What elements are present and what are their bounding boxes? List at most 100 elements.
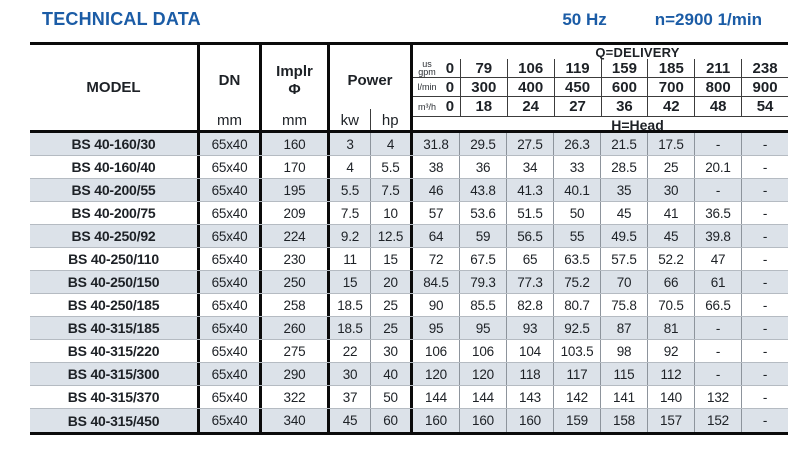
head-value-cell: 158 (601, 409, 648, 432)
dn-cell: 65x40 (200, 271, 262, 293)
head-value-cell: 140 (648, 386, 695, 408)
dn-cell: 65x40 (200, 225, 262, 247)
title-bar: TECHNICAL DATA 50 Hz n=2900 1/min (42, 9, 762, 30)
head-value-cell: - (762, 413, 768, 428)
head-value-cell: 30 (648, 179, 695, 201)
unit-label-cell: l/min 0 (413, 78, 461, 96)
table-row: BS 40-250/150 65x40 250 15 20 84.5 79.3 77… (30, 271, 788, 294)
head-value-cell: - (762, 320, 768, 336)
head-value-cell: 81 (648, 317, 695, 339)
hp-unit-label: hp (369, 109, 411, 130)
table-row: BS 40-250/185 65x40 258 18.5 25 90 85.5 82… (30, 294, 788, 317)
head-value-cell: 152 (695, 409, 742, 432)
head-value-cell: 57 (413, 202, 460, 224)
spec-labels: 50 Hz n=2900 1/min (562, 10, 762, 30)
power-kw-cell: 18.5 (330, 294, 371, 316)
head-value-cell: 87 (601, 317, 648, 339)
head-value-cell: 120 (413, 363, 460, 385)
head-value-cell: - (762, 251, 768, 267)
power-hp-cell: 50 (371, 386, 413, 408)
delivery-value: 900 (752, 78, 778, 96)
delivery-value: 106 (508, 59, 555, 77)
head-value-cell: 57.5 (601, 248, 648, 270)
power-hp-cell: 12.5 (371, 225, 413, 247)
delivery-value: 700 (648, 78, 696, 96)
head-value-cell: 49.5 (601, 225, 648, 247)
dn-cell: 65x40 (200, 179, 262, 201)
table-row: BS 40-160/40 65x40 170 4 5.5 38 36 34 33 28.… (30, 156, 788, 179)
impeller-diameter-cell: 170 (262, 156, 330, 178)
head-row-label: H=Head (611, 117, 664, 133)
dn-cell: 65x40 (200, 363, 262, 385)
dn-cell: 65x40 (200, 340, 262, 362)
delivery-value: 42 (648, 97, 696, 116)
power-hp-cell: 15 (371, 248, 413, 270)
delivery-value: 0 (445, 78, 455, 96)
dn-cell: 65x40 (200, 386, 262, 408)
impeller-diameter-cell: 250 (262, 271, 330, 293)
head-value-cell: 64 (413, 225, 460, 247)
head-value-cell: 43.8 (460, 179, 507, 201)
head-value-cell: 117 (554, 363, 601, 385)
power-hp-cell: 4 (371, 133, 413, 155)
power-header-cell: Power kw hp (330, 45, 413, 130)
delivery-value: 300 (461, 78, 508, 96)
impeller-diameter-cell: 209 (262, 202, 330, 224)
head-value-cell: 66.5 (695, 294, 742, 316)
head-value-cell: 36 (460, 156, 507, 178)
dn-cell: 65x40 (200, 317, 262, 339)
head-value-cell: 90 (413, 294, 460, 316)
table-row: BS 40-315/220 65x40 275 22 30 106 106 104 1… (30, 340, 788, 363)
head-value-cell: - (695, 317, 742, 339)
delivery-unit-row-m3-h: m³/h 0 18 24 27 36 42 48 54 (413, 97, 788, 117)
head-value-cell: 47 (695, 248, 742, 270)
head-value-cell: 39.8 (695, 225, 742, 247)
head-value-cell: 144 (413, 386, 460, 408)
head-value-cell: 120 (460, 363, 507, 385)
impeller-header-label: Implr (276, 62, 313, 80)
head-value-cell: 82.8 (507, 294, 554, 316)
delivery-value: 119 (555, 59, 602, 77)
table-row: BS 40-250/110 65x40 230 11 15 72 67.5 65 63… (30, 248, 788, 271)
dn-cell: 65x40 (200, 202, 262, 224)
power-hp-cell: 5.5 (371, 156, 413, 178)
dn-header-cell: DN mm (200, 45, 262, 130)
dn-cell: 65x40 (200, 133, 262, 155)
impeller-diameter-cell: 322 (262, 386, 330, 408)
head-value-cell: 26.3 (554, 133, 601, 155)
head-value-cell: 77.3 (507, 271, 554, 293)
head-value-cell: 160 (460, 409, 507, 432)
head-value-cell: 55 (554, 225, 601, 247)
power-kw-cell: 30 (330, 363, 371, 385)
power-kw-cell: 5.5 (330, 179, 371, 201)
delivery-value: 211 (695, 59, 743, 77)
delivery-value: 54 (756, 98, 774, 115)
power-kw-cell: 4 (330, 156, 371, 178)
head-value-cell: 75.8 (601, 294, 648, 316)
unit-label-cell: m³/h 0 (413, 97, 461, 116)
head-value-cell: 67.5 (460, 248, 507, 270)
head-value-cell: - (762, 297, 768, 313)
power-hp-cell: 7.5 (371, 179, 413, 201)
head-value-cell: 118 (507, 363, 554, 385)
delivery-value: 600 (602, 78, 649, 96)
dn-header-label: DN (218, 71, 241, 89)
head-value-cell: 106 (413, 340, 460, 362)
unit-label-cell: us gpm 0 (413, 59, 461, 77)
impeller-diameter-cell: 230 (262, 248, 330, 270)
head-value-cell: 56.5 (507, 225, 554, 247)
head-value-cell: 34 (507, 156, 554, 178)
power-hp-cell: 10 (371, 202, 413, 224)
delivery-value: 0 (445, 98, 455, 115)
delivery-value: 400 (508, 78, 555, 96)
head-value-cell: 132 (695, 386, 742, 408)
head-value-cell: 92 (648, 340, 695, 362)
head-value-cell: 79.3 (460, 271, 507, 293)
head-value-cell: 157 (648, 409, 695, 432)
head-value-cell: 141 (601, 386, 648, 408)
model-cell: BS 40-315/220 (30, 340, 200, 362)
table-row: BS 40-200/75 65x40 209 7.5 10 57 53.6 51.5… (30, 202, 788, 225)
head-value-cell: - (762, 389, 768, 405)
head-value-cell: 31.8 (413, 133, 460, 155)
